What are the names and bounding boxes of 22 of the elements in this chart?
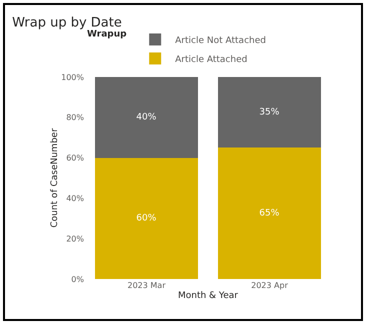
- y-tick-label: 60%: [66, 154, 84, 163]
- y-tick-label: 100%: [61, 72, 84, 82]
- bar: [94, 158, 198, 279]
- y-tick-label: 80%: [66, 113, 84, 122]
- x-tick-label: 2023 Apr: [251, 281, 289, 290]
- bar: [218, 77, 322, 148]
- x-axis-title: Month & Year: [178, 290, 238, 301]
- data-label: 35%: [259, 107, 280, 118]
- y-tick-label: 40%: [66, 194, 84, 203]
- legend-label: Article Not Attached: [175, 36, 266, 46]
- chart-title: Wrap up by Date: [12, 16, 122, 31]
- bar: [94, 77, 198, 158]
- y-tick-label: 20%: [66, 234, 84, 244]
- y-axis-title: Count of CaseNumber: [50, 128, 60, 228]
- legend-title: Wrapup: [87, 30, 128, 40]
- x-tick-label: 2023 Mar: [128, 281, 166, 290]
- data-label: 60%: [136, 213, 157, 224]
- legend-label: Article Attached: [175, 54, 248, 65]
- data-label: 65%: [259, 208, 280, 218]
- y-tick-label: 0%: [71, 274, 84, 284]
- bar: [218, 148, 322, 279]
- data-label: 40%: [136, 112, 157, 122]
